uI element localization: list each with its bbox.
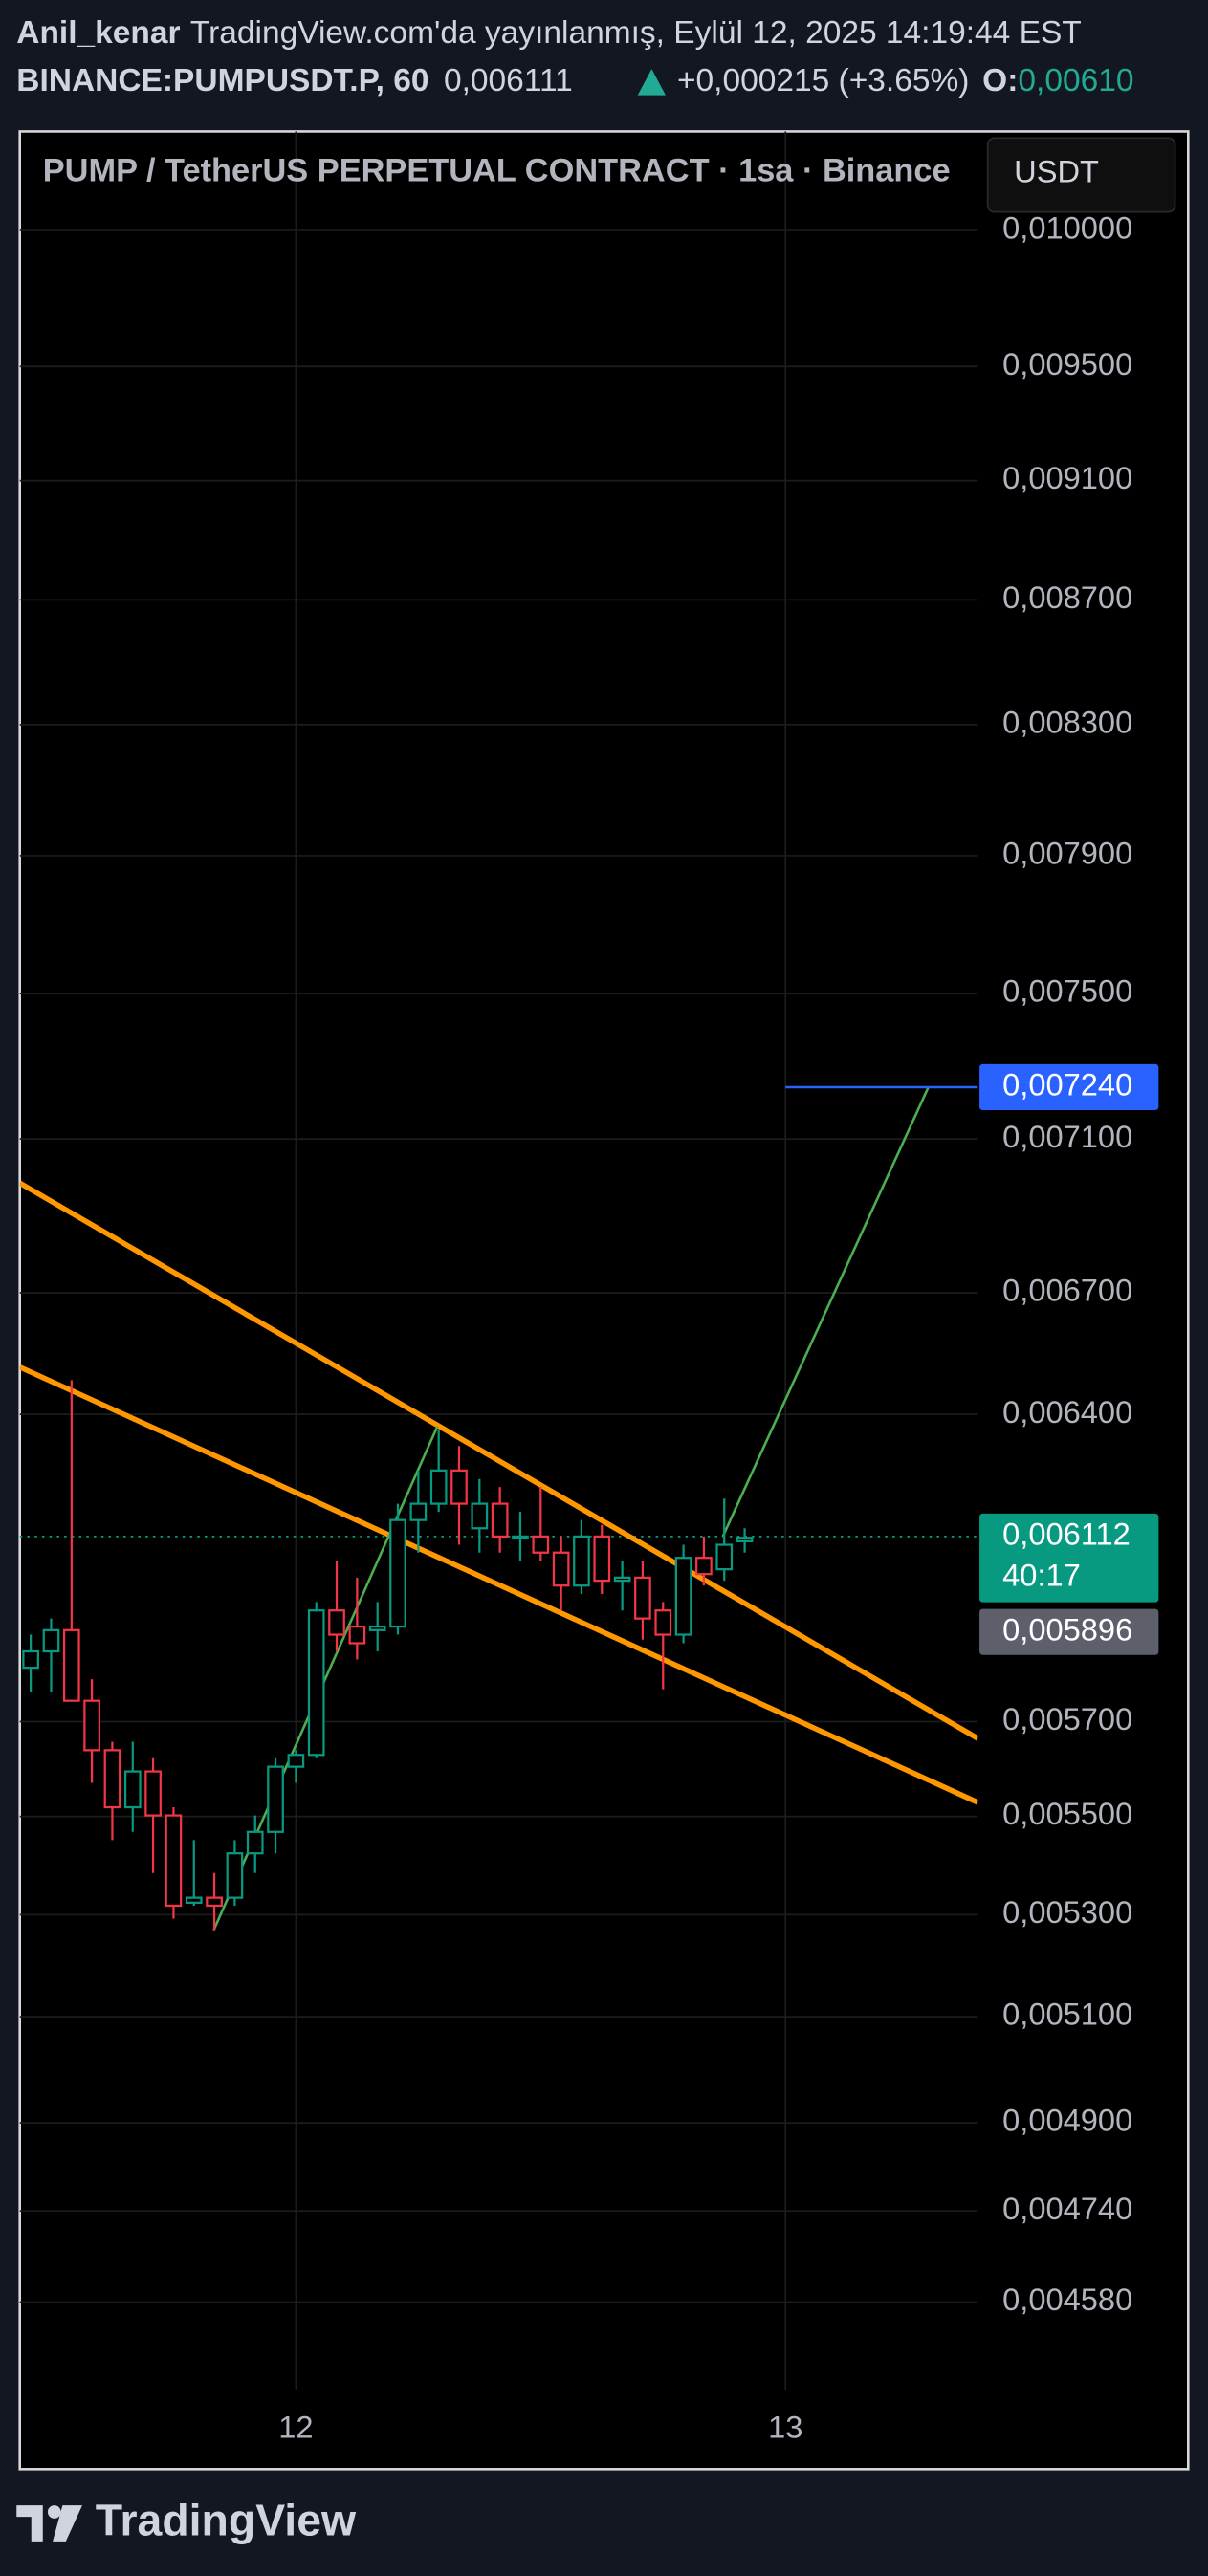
header-line-2b: +0,000215 (+3.65%) O:0,00610 [677, 63, 1134, 98]
brand: TradingView [96, 2495, 357, 2544]
price-label: 0,005896 [1002, 1611, 1132, 1647]
candle-body [573, 1535, 590, 1587]
y-tick-label: 0,010000 [1002, 210, 1132, 246]
candle-body [674, 1557, 692, 1636]
candle-body [83, 1699, 100, 1752]
price-label: 0,007240 [1002, 1067, 1132, 1102]
candle-body [42, 1628, 60, 1653]
change: +0,000215 (+3.65%) [677, 63, 969, 98]
candle-body [267, 1765, 284, 1833]
plot-area [19, 1085, 978, 1932]
candle-body [613, 1576, 631, 1583]
open-label: O: [982, 63, 1018, 98]
price-label: 0,006112 [1002, 1517, 1131, 1552]
y-tick-label: 0,005700 [1002, 1701, 1132, 1736]
candle-body [226, 1852, 244, 1899]
y-tick-label: 0,004740 [1002, 2191, 1132, 2226]
y-tick-label: 0,008300 [1002, 705, 1132, 740]
candle-body [552, 1551, 570, 1587]
currency-button[interactable] [986, 137, 1176, 213]
candle-body [185, 1896, 203, 1904]
last-price: 0,006111 [444, 63, 573, 98]
candle-body [328, 1609, 345, 1636]
candle-body [348, 1625, 366, 1645]
author: Anil_kenar [16, 15, 180, 51]
y-tick-label: 0,009100 [1002, 460, 1132, 495]
grid [19, 131, 978, 2390]
trend-line [19, 1364, 978, 1805]
candle-body [368, 1625, 386, 1631]
y-tick-label: 0,005100 [1002, 1997, 1132, 2032]
candle-body [409, 1502, 428, 1521]
y-tick-label: 0,007500 [1002, 973, 1132, 1009]
y-tick-label: 0,005300 [1002, 1894, 1132, 1930]
y-tick-label: 0,009500 [1002, 346, 1132, 382]
header-line-2: BINANCE:PUMPUSDT.P, 60 0,006111 [16, 63, 572, 98]
y-tick-label: 0,007100 [1002, 1119, 1132, 1154]
candle-body [450, 1469, 468, 1505]
header-line-1: Anil_kenar TradingView.com'da yayınlanmış… [16, 15, 1082, 51]
trend-line [19, 1180, 978, 1741]
published: TradingView.com'da yayınlanmış, Eylül 12… [190, 15, 1082, 51]
chart-title: PUMP / TetherUS PERPETUAL CONTRACT · 1sa… [43, 152, 951, 188]
candle-body [471, 1502, 489, 1530]
y-tick-label: 0,006400 [1002, 1394, 1132, 1430]
price-axis: 0,010000 0,009500 0,009100 0,008700 0,008300… [278, 210, 1159, 2445]
chart-panel [18, 130, 1190, 2471]
x-tick-label: 12 [278, 2410, 313, 2445]
currency-button-label[interactable]: USDT [1014, 154, 1099, 189]
candle-body [429, 1469, 448, 1505]
candle-body [103, 1749, 121, 1809]
countdown: 40:17 [1002, 1557, 1081, 1592]
candle-body [62, 1628, 80, 1702]
candle-body [246, 1830, 264, 1855]
symbol: BINANCE:PUMPUSDT.P, 60 [16, 63, 428, 98]
y-tick-label: 0,004900 [1002, 2103, 1132, 2138]
price-label-box [979, 1608, 1159, 1655]
candle-body [165, 1814, 183, 1908]
candle-body [532, 1535, 550, 1554]
y-tick-label: 0,004580 [1002, 2281, 1132, 2317]
y-tick-label: 0,008700 [1002, 579, 1132, 615]
x-tick-label: 13 [768, 2410, 802, 2445]
candle-body [307, 1609, 325, 1757]
candle-body [512, 1535, 529, 1539]
candle-body [715, 1543, 734, 1571]
y-tick-label: 0,006700 [1002, 1273, 1132, 1308]
y-tick-label: 0,007900 [1002, 836, 1132, 871]
candle-body [206, 1896, 223, 1908]
brand-logo [16, 2505, 82, 2542]
candle-body [593, 1535, 611, 1583]
candle-body [144, 1770, 162, 1817]
candle-body [736, 1537, 754, 1542]
trend-line [721, 1086, 930, 1538]
candle-body [695, 1557, 713, 1576]
open-value: 0,00610 [1018, 63, 1133, 98]
y-tick-label: 0,005500 [1002, 1796, 1132, 1831]
candle-body [389, 1518, 406, 1628]
candle-body [654, 1609, 672, 1636]
candle-body [22, 1649, 39, 1670]
candle-body [634, 1576, 651, 1620]
candle-body [491, 1502, 509, 1538]
candle-body [123, 1770, 142, 1809]
candle-body [287, 1754, 305, 1768]
price-label-box [979, 1063, 1159, 1111]
price-label-box [979, 1513, 1159, 1603]
up-arrow [637, 69, 666, 96]
